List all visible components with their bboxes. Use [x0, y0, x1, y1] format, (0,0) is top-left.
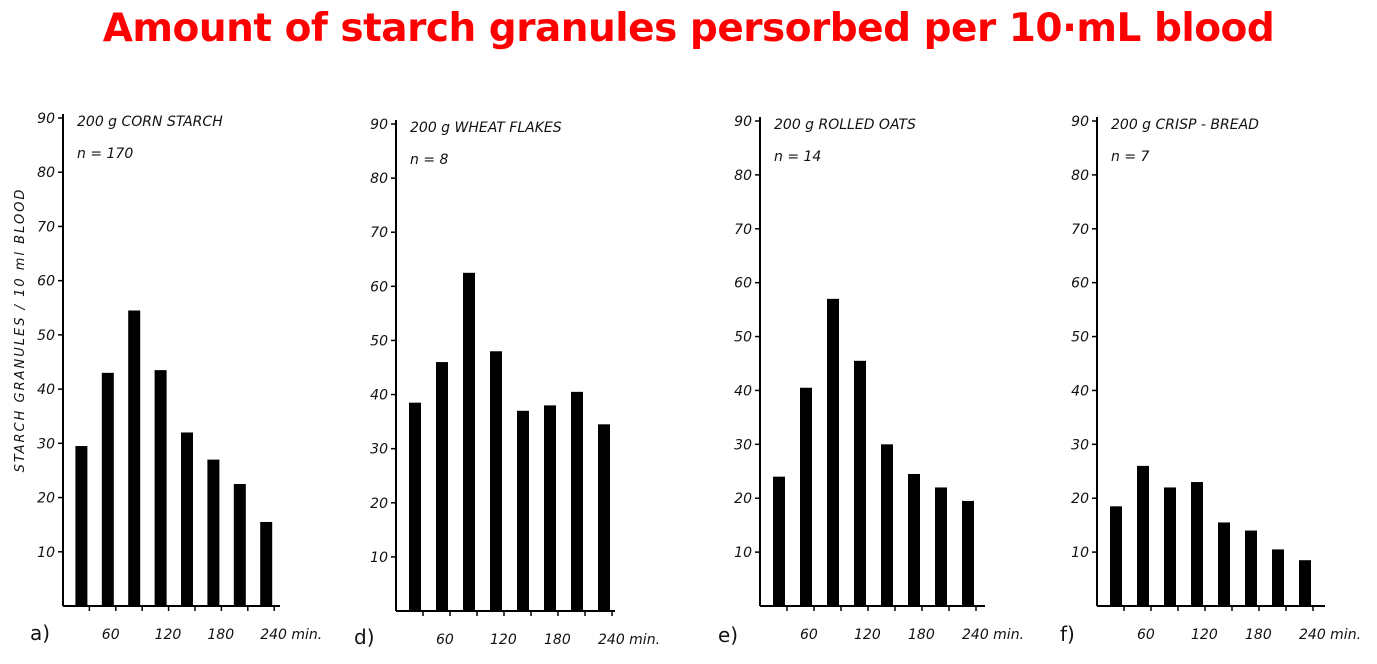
bar [800, 387, 812, 606]
bar [1137, 465, 1149, 606]
y-tick-label: 40 [37, 382, 55, 398]
x-tick-label: 180 [207, 627, 234, 643]
bar [1110, 506, 1122, 606]
bar [128, 310, 141, 606]
y-tick-label: 50 [370, 333, 388, 349]
bar [1272, 549, 1284, 606]
x-tick-label: 120 [490, 632, 517, 648]
x-tick-label: 60 [102, 627, 120, 643]
bar [544, 405, 556, 611]
panel-letter: f) [1060, 622, 1075, 646]
y-tick-label: 40 [1071, 383, 1089, 399]
x-tick-label: 60 [1137, 627, 1155, 643]
bar [1299, 560, 1311, 606]
y-tick-label: 50 [734, 330, 752, 346]
y-tick-label: 70 [734, 222, 752, 238]
bar [436, 362, 448, 611]
y-tick-label: 30 [1071, 437, 1089, 453]
y-tick-label: 90 [1071, 114, 1089, 130]
y-tick-label: 10 [370, 550, 388, 566]
bar [101, 372, 114, 606]
y-tick-label: 20 [37, 491, 55, 507]
bar [207, 459, 220, 606]
bar [154, 370, 167, 606]
y-tick-label: 80 [370, 171, 388, 187]
bar [463, 272, 475, 611]
y-tick-label: 80 [734, 168, 752, 184]
x-tick-label: 60 [436, 632, 454, 648]
x-tick-label: 180 [1245, 627, 1272, 643]
bar [598, 424, 610, 611]
x-tick-label: 120 [1191, 627, 1218, 643]
y-tick-label: 30 [734, 437, 752, 453]
bar [233, 484, 246, 606]
y-tick-label: 90 [370, 117, 388, 133]
y-tick-label: 70 [370, 225, 388, 241]
y-tick-label: 60 [37, 274, 55, 290]
panel-n-label: n = 7 [1111, 149, 1150, 165]
y-tick-label: 60 [734, 276, 752, 292]
bar [827, 298, 839, 606]
panel-n-label: n = 170 [77, 146, 133, 162]
bar [1245, 530, 1257, 606]
bar [517, 410, 529, 611]
x-tick-label: 180 [908, 627, 935, 643]
bar [260, 521, 273, 606]
x-tick-label: 120 [155, 627, 182, 643]
panel-n-label: n = 8 [410, 152, 449, 168]
bar [571, 391, 583, 611]
bar [773, 476, 785, 606]
main-title: Amount of starch granules persorbed per … [102, 6, 1275, 51]
panel-title: 200 g ROLLED OATS [774, 117, 916, 133]
x-tick-label: 180 [544, 632, 571, 648]
y-tick-label: 10 [734, 545, 752, 561]
y-tick-label: 90 [37, 111, 55, 127]
y-tick-label: 80 [1071, 168, 1089, 184]
y-tick-label: 10 [1071, 545, 1089, 561]
y-tick-label: 80 [37, 165, 55, 181]
y-tick-label: 50 [1071, 330, 1089, 346]
y-tick-label: 30 [370, 442, 388, 458]
y-tick-label: 40 [370, 388, 388, 404]
y-tick-label: 40 [734, 383, 752, 399]
bar [409, 402, 421, 611]
bar [1164, 487, 1176, 606]
panel-letter: e) [718, 623, 738, 647]
panel-title: 200 g CRISP - BREAD [1111, 117, 1259, 133]
y-tick-label: 20 [1071, 491, 1089, 507]
x-tick-label: 240 min. [598, 632, 660, 648]
panel-title: 200 g WHEAT FLAKES [410, 120, 562, 136]
y-tick-label: 20 [370, 496, 388, 512]
y-tick-label: 20 [734, 491, 752, 507]
y-tick-label: 60 [370, 279, 388, 295]
x-tick-label: 60 [800, 627, 818, 643]
x-tick-label: 120 [854, 627, 881, 643]
y-tick-label: 60 [1071, 276, 1089, 292]
bar [1191, 482, 1203, 606]
y-tick-label: 50 [37, 328, 55, 344]
bar [181, 432, 193, 606]
x-tick-label: 240 min. [260, 627, 322, 643]
y-tick-label: 70 [37, 219, 55, 235]
bar [935, 487, 947, 606]
y-tick-label: 90 [734, 114, 752, 130]
y-tick-label: 30 [37, 436, 55, 452]
bar [854, 360, 866, 606]
panel-n-label: n = 14 [774, 149, 821, 165]
y-tick-label: 10 [37, 545, 55, 561]
bar [908, 473, 920, 606]
x-tick-label: 240 min. [962, 627, 1024, 643]
x-tick-label: 240 min. [1299, 627, 1361, 643]
panel-title: 200 g CORN STARCH [77, 114, 223, 130]
bar [1218, 522, 1230, 606]
panel-letter: d) [354, 625, 375, 649]
bar [962, 500, 974, 606]
bar [881, 444, 893, 606]
bar [490, 351, 502, 611]
y-axis-label: STARCH GRANULES / 10 ml BLOOD [13, 188, 28, 473]
y-tick-label: 70 [1071, 222, 1089, 238]
bar [75, 446, 88, 606]
panel-letter: a) [30, 621, 50, 645]
